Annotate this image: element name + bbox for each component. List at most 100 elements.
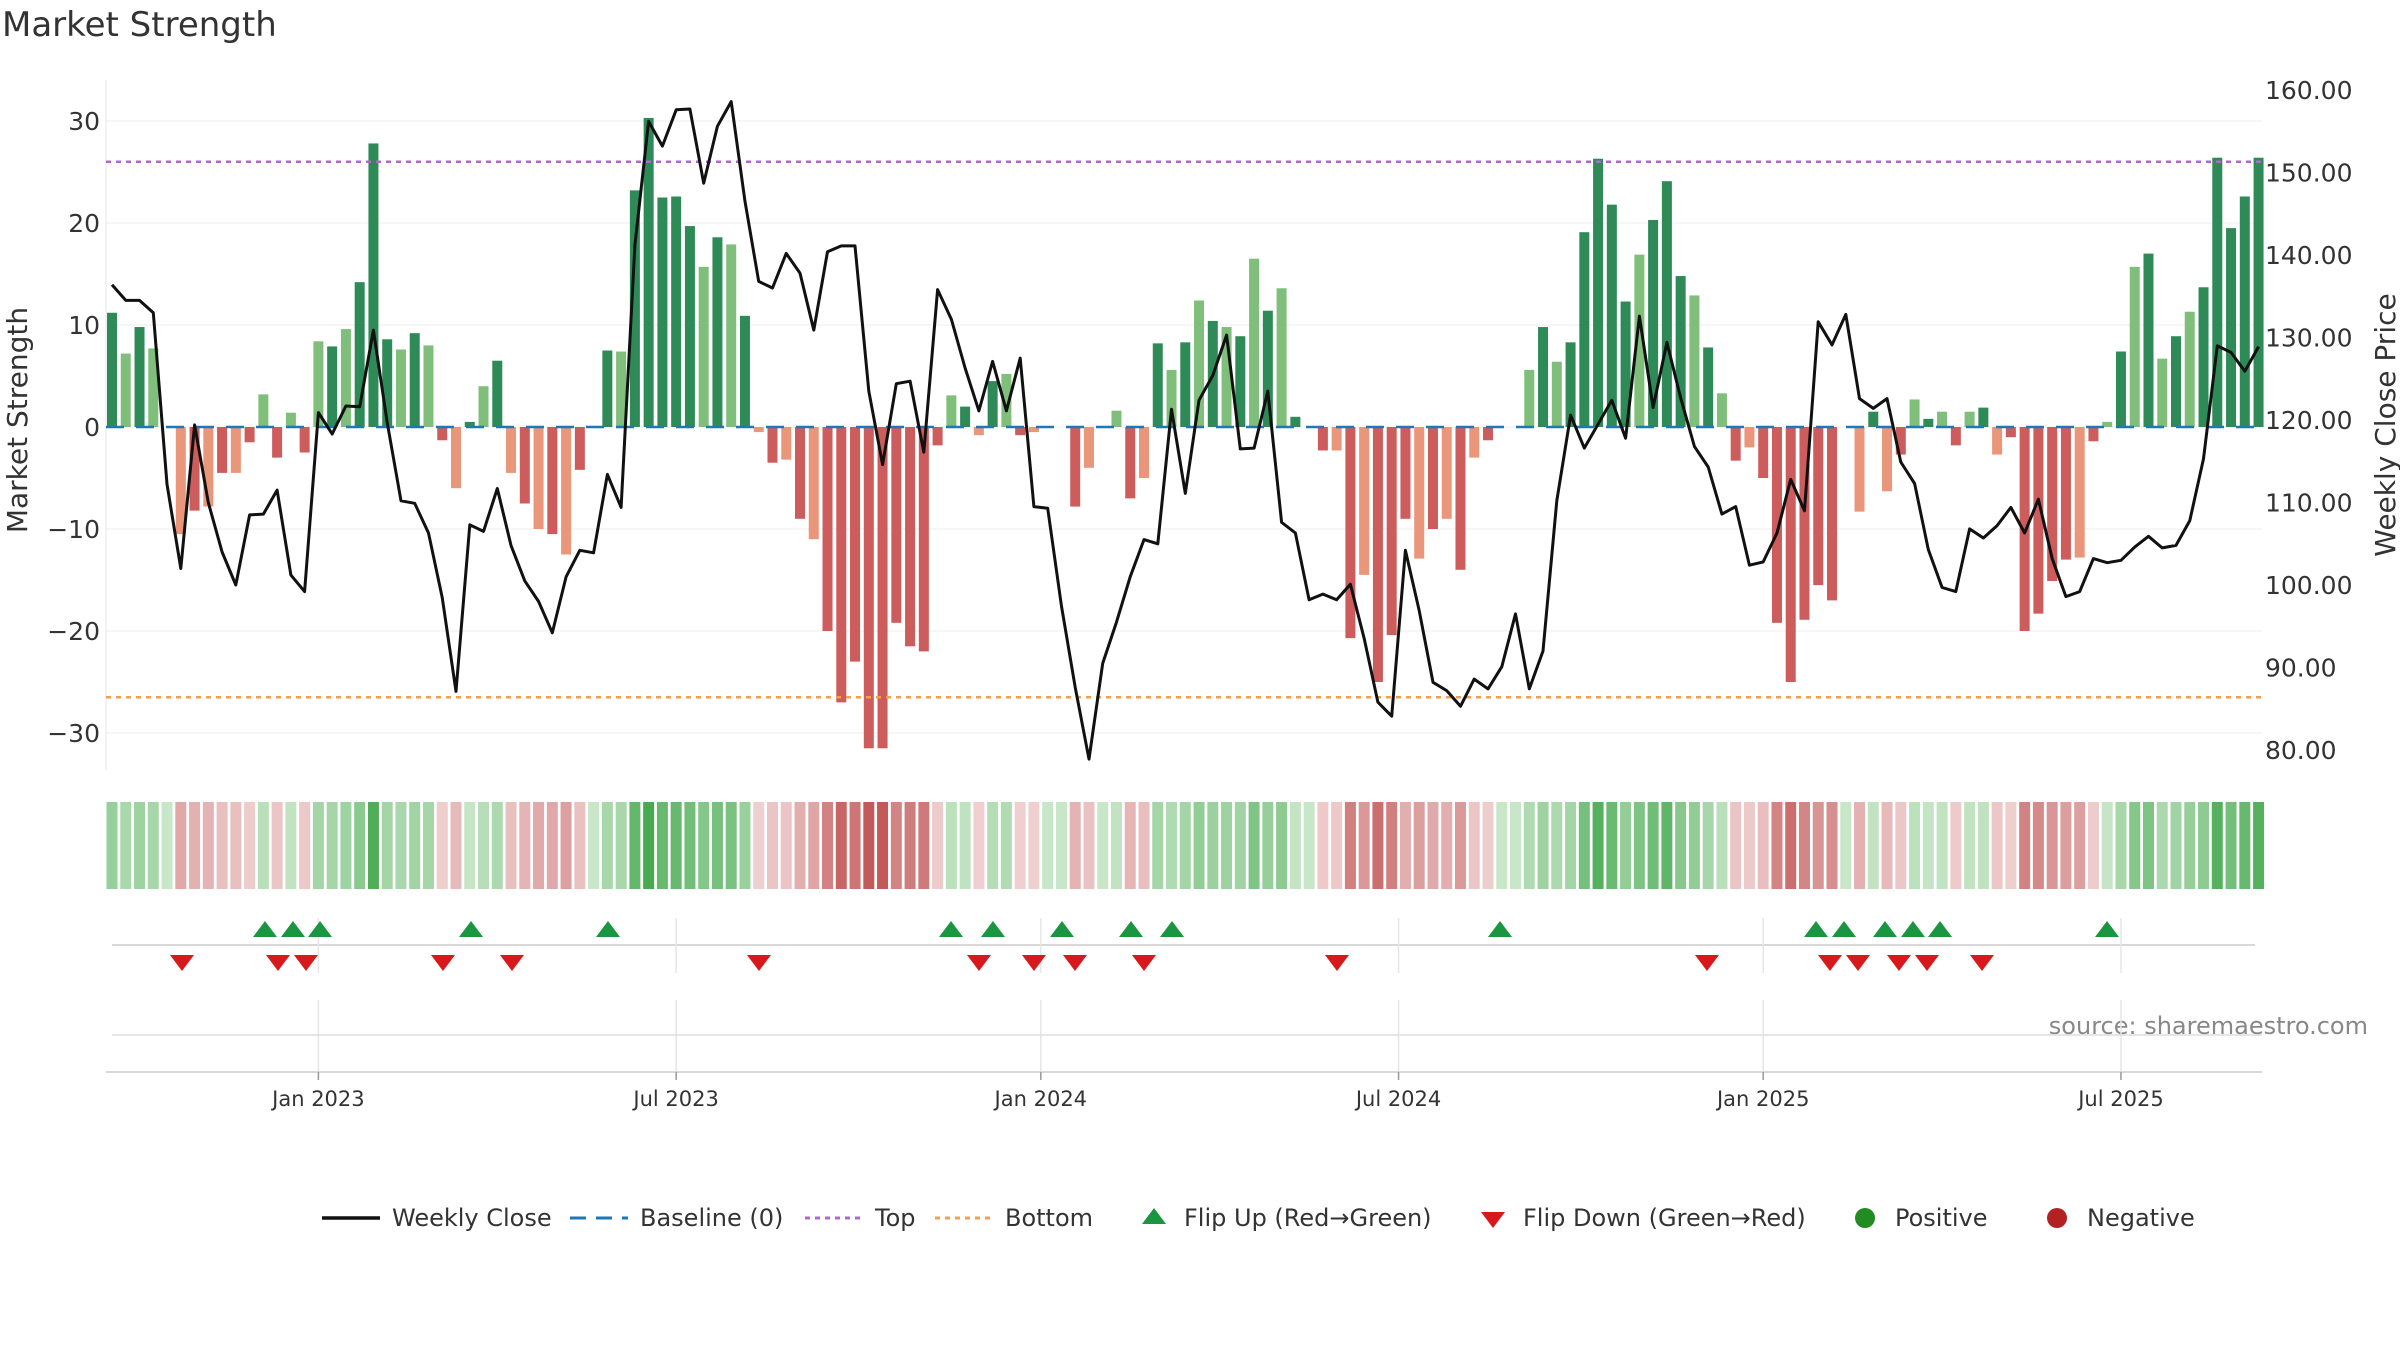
heat-cell bbox=[244, 802, 256, 889]
heat-cell bbox=[216, 802, 228, 889]
strength-bar bbox=[1950, 427, 1961, 446]
strength-bar bbox=[2088, 427, 2099, 442]
strength-bar bbox=[2239, 196, 2250, 427]
heat-cell bbox=[147, 802, 159, 889]
strength-bar bbox=[671, 196, 682, 427]
heat-cell bbox=[367, 802, 379, 889]
strength-bar bbox=[313, 341, 324, 427]
heat-cell bbox=[560, 802, 572, 889]
heat-cell bbox=[1633, 802, 1645, 889]
heat-cell bbox=[2115, 802, 2127, 889]
flip-down-marker bbox=[1063, 955, 1087, 971]
flip-down-marker bbox=[1022, 955, 1046, 971]
heat-cell bbox=[670, 802, 682, 889]
source-credit: source: sharemaestro.com bbox=[2049, 1012, 2368, 1040]
heat-cell bbox=[257, 802, 269, 889]
x-tick-label: Jan 2023 bbox=[270, 1087, 365, 1111]
flip-up-marker bbox=[459, 921, 483, 937]
heat-cell bbox=[1743, 802, 1755, 889]
strength-bar bbox=[795, 427, 805, 519]
flip-up-marker bbox=[253, 921, 277, 937]
y-tick-label-right: 160.00 bbox=[2265, 76, 2352, 105]
heat-cell bbox=[877, 802, 889, 889]
strength-bar bbox=[1372, 427, 1383, 682]
heat-cell bbox=[918, 802, 930, 889]
y-ticks-left: 30 20 10 0 −10 −20 −30 bbox=[47, 107, 100, 748]
heat-cell bbox=[478, 802, 490, 889]
heat-cell bbox=[656, 802, 668, 889]
heat-cell bbox=[285, 802, 297, 889]
strength-bar bbox=[1111, 410, 1122, 427]
strength-bar bbox=[340, 329, 351, 427]
y-tick-label-left: 20 bbox=[68, 209, 100, 238]
legend-label: Positive bbox=[1895, 1204, 1988, 1232]
strength-bar bbox=[2171, 336, 2181, 427]
heat-cell bbox=[1826, 802, 1838, 889]
strength-bar bbox=[1895, 427, 1906, 455]
y-axis-right-label: Weekly Close Price bbox=[2369, 293, 2400, 556]
heat-cell bbox=[1702, 802, 1714, 889]
flip-down-marker bbox=[1846, 955, 1870, 971]
heat-cell bbox=[684, 802, 696, 889]
heat-cell bbox=[890, 802, 902, 889]
heat-cell bbox=[1097, 802, 1109, 889]
strength-bar bbox=[1744, 427, 1755, 448]
strength-bar bbox=[753, 427, 764, 433]
heat-cell bbox=[202, 802, 214, 889]
strength-bar bbox=[574, 427, 585, 470]
legend-swatch-circle bbox=[1855, 1208, 1875, 1228]
flip-up-marker bbox=[1050, 921, 1074, 937]
strength-bar bbox=[1978, 407, 1989, 427]
heat-cell bbox=[1523, 802, 1535, 889]
y-tick-label-right: 150.00 bbox=[2265, 159, 2352, 188]
heat-cell bbox=[2156, 802, 2168, 889]
strength-bar bbox=[451, 427, 461, 489]
y-tick-label-left: −20 bbox=[47, 617, 100, 646]
heat-cell bbox=[1936, 802, 1948, 889]
strength-bar bbox=[684, 226, 695, 427]
heat-cell bbox=[1110, 802, 1122, 889]
strength-bar bbox=[382, 339, 393, 427]
strength-bar bbox=[533, 427, 544, 529]
heat-cell bbox=[904, 802, 916, 889]
heat-cell bbox=[629, 802, 641, 889]
flip-down-marker bbox=[747, 955, 771, 971]
strength-bar bbox=[1276, 288, 1287, 427]
flip-up-marker bbox=[1928, 921, 1952, 937]
heat-cell bbox=[519, 802, 531, 889]
strength-bar bbox=[561, 427, 572, 555]
reference-lines bbox=[106, 160, 2262, 699]
heat-cell bbox=[1028, 802, 1040, 889]
strength-bar bbox=[1758, 427, 1769, 478]
heat-cell bbox=[1771, 802, 1783, 889]
heat-cell bbox=[1152, 802, 1164, 889]
strength-bar bbox=[506, 427, 517, 473]
heat-cell bbox=[1757, 802, 1769, 889]
strength-bar bbox=[1194, 300, 1205, 427]
flip-down-marker bbox=[266, 955, 290, 971]
strength-bar bbox=[1882, 427, 1893, 492]
heat-cell bbox=[2129, 802, 2141, 889]
strength-bar bbox=[1579, 232, 1590, 427]
strength-bar bbox=[1827, 427, 1837, 601]
strength-bar bbox=[1249, 258, 1260, 427]
flip-down-marker bbox=[500, 955, 524, 971]
heat-cell bbox=[1289, 802, 1301, 889]
legend-label: Bottom bbox=[1005, 1204, 1093, 1232]
strength-bar bbox=[698, 266, 709, 427]
strength-bar bbox=[2198, 287, 2209, 427]
heat-cell bbox=[120, 802, 132, 889]
strength-bar bbox=[1716, 393, 1727, 427]
strength-bar bbox=[616, 351, 627, 427]
heat-cell bbox=[574, 802, 586, 889]
heat-cell bbox=[1042, 802, 1054, 889]
heat-cell bbox=[1675, 802, 1687, 889]
heat-cell bbox=[1372, 802, 1384, 889]
heat-cell bbox=[1496, 802, 1508, 889]
strength-bar bbox=[1703, 347, 1714, 427]
strength-bar bbox=[437, 427, 448, 441]
flip-up-marker bbox=[596, 921, 620, 937]
heat-cell bbox=[794, 802, 806, 889]
flip-up-marker bbox=[1873, 921, 1897, 937]
strength-bar bbox=[258, 394, 269, 427]
